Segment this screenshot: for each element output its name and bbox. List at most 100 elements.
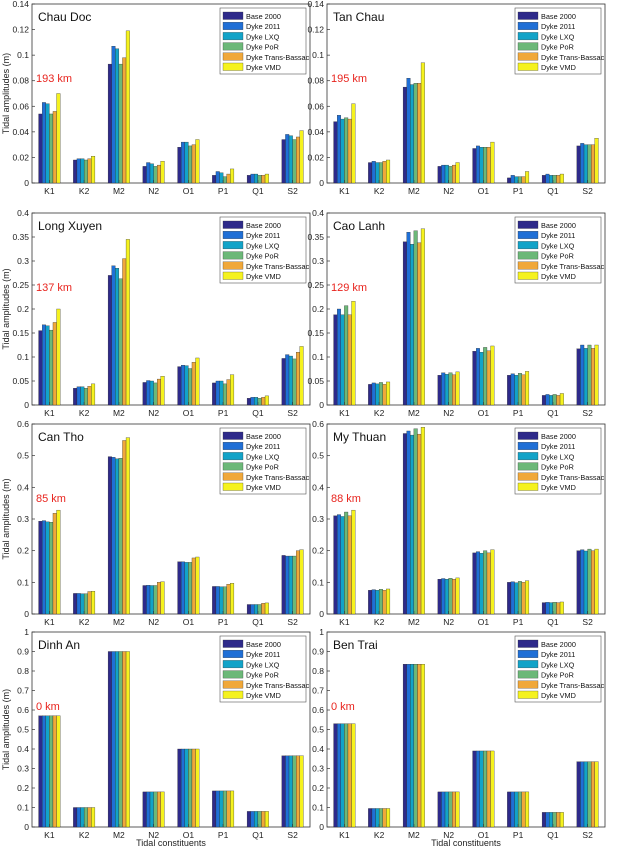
bar-dinh-an-s2-dyke-vmd	[299, 755, 304, 828]
panel-tan-chau: 0 0.02 0.04 0.06 0.08 0.1 0.12 0.14 K1 K2 M2 N2 O1 P1…	[307, 0, 606, 196]
bar-ben-trai-k1-dyke-por	[344, 723, 349, 828]
legend-label-dyke-lxq: Dyke LXQ	[541, 241, 575, 250]
bar-chau-doc-n2-dyke-vmd	[160, 161, 165, 184]
y-tick-label: 0.3	[17, 764, 29, 774]
bar-ben-trai-p1-dyke-por	[517, 791, 522, 828]
legend-label-dyke-vmd: Dyke VMD	[541, 272, 576, 281]
x-tick-label: O1	[478, 408, 490, 418]
y-tick-label: 0.25	[307, 280, 324, 290]
bar-can-tho-p1-dyke-2011	[215, 586, 220, 615]
bar-can-tho-k1-dyke-por	[49, 522, 54, 615]
legend-label-dyke-por: Dyke PoR	[541, 252, 574, 261]
bar-cao-lanh-m2-dyke-lxq	[410, 244, 415, 406]
bar-can-tho-o1-dyke-por	[188, 562, 193, 615]
y-tick-label: 0.12	[307, 25, 324, 35]
bar-chau-doc-p1-dyke-2011	[215, 171, 220, 184]
bar-long-xuyen-s2-dyke-lxq	[288, 355, 293, 406]
bar-dinh-an-k1-dyke-por	[49, 715, 54, 828]
bar-ben-trai-n2-dyke-vmd	[455, 791, 460, 828]
bar-chau-doc-q1-dyke-vmd	[264, 173, 269, 184]
bar-dinh-an-n2-dyke-lxq	[149, 791, 154, 828]
bar-long-xuyen-p1-dyke-lxq	[219, 380, 224, 406]
y-tick-label: 0.3	[312, 256, 324, 266]
bar-long-xuyen-k2-dyke-vmd	[91, 383, 96, 406]
bar-long-xuyen-n2-dyke-vmd	[160, 376, 165, 406]
bar-ben-trai-k1-dyke-trans-bassac	[347, 723, 352, 828]
y-tick-label: 0.9	[17, 647, 29, 657]
bar-my-thuan-k2-dyke-lxq	[375, 590, 380, 615]
bar-tan-chau-s2-dyke-2011	[580, 143, 585, 184]
legend-swatch-dyke-por	[517, 251, 539, 260]
legend-label-dyke-lxq: Dyke LXQ	[246, 241, 280, 250]
bar-chau-doc-k2-base-2000	[73, 159, 78, 184]
y-tick-label: 0.05	[307, 376, 324, 386]
bar-can-tho-m2-dyke-trans-bassac	[122, 440, 127, 615]
legend-label-dyke-trans-bassac: Dyke Trans-Bassac	[541, 681, 605, 690]
bar-my-thuan-p1-dyke-vmd	[525, 580, 530, 615]
bar-cao-lanh-o1-dyke-lxq	[479, 352, 484, 406]
legend-label-base-2000: Base 2000	[541, 432, 576, 441]
bar-can-tho-o1-dyke-vmd	[195, 556, 200, 615]
bar-my-thuan-p1-dyke-trans-bassac	[521, 582, 526, 615]
bar-ben-trai-q1-dyke-por	[552, 812, 557, 828]
bar-dinh-an-p1-dyke-por	[222, 790, 227, 828]
bar-long-xuyen-k2-dyke-2011	[76, 386, 81, 406]
bar-chau-doc-s2-dyke-trans-bassac	[296, 136, 300, 184]
bar-chau-doc-m2-dyke-trans-bassac	[122, 57, 127, 184]
bar-can-tho-p1-dyke-lxq	[219, 586, 224, 615]
x-tick-label: K1	[44, 617, 55, 627]
bar-cao-lanh-n2-dyke-por	[448, 372, 453, 406]
bar-dinh-an-o1-base-2000	[177, 748, 182, 828]
bar-dinh-an-n2-base-2000	[142, 791, 147, 828]
bar-long-xuyen-k1-dyke-trans-bassac	[52, 322, 57, 406]
bar-long-xuyen-m2-dyke-lxq	[115, 268, 120, 406]
y-tick-label: 0.14	[12, 0, 29, 9]
bar-ben-trai-o1-dyke-por	[483, 750, 488, 828]
station-title: Can Tho	[38, 430, 84, 444]
legend-label-dyke-2011: Dyke 2011	[541, 22, 575, 31]
legend-label-dyke-2011: Dyke 2011	[541, 231, 575, 240]
bar-long-xuyen-k2-base-2000	[73, 388, 78, 406]
distance-label: 137 km	[36, 282, 72, 294]
bar-can-tho-n2-dyke-lxq	[149, 585, 154, 615]
bar-my-thuan-k1-dyke-lxq	[340, 516, 345, 615]
bar-chau-doc-k2-dyke-lxq	[80, 158, 85, 184]
bar-chau-doc-m2-dyke-vmd	[125, 30, 130, 184]
x-tick-label: O1	[478, 617, 490, 627]
bar-chau-doc-k1-base-2000	[38, 113, 43, 184]
bar-long-xuyen-n2-dyke-por	[153, 382, 158, 406]
x-tick-label: P1	[513, 408, 524, 418]
bar-tan-chau-s2-base-2000	[576, 145, 581, 184]
legend-label-dyke-lxq: Dyke LXQ	[541, 452, 575, 461]
bar-ben-trai-k2-dyke-lxq	[375, 808, 380, 828]
bar-long-xuyen-k1-dyke-2011	[42, 324, 46, 406]
bar-cao-lanh-k2-dyke-trans-bassac	[382, 384, 387, 406]
y-tick-label: 0.08	[12, 76, 29, 86]
bar-my-thuan-o1-dyke-vmd	[490, 549, 495, 615]
bar-can-tho-k2-dyke-por	[83, 593, 88, 615]
bar-dinh-an-k2-base-2000	[73, 807, 78, 828]
legend-label-dyke-por: Dyke PoR	[541, 463, 574, 472]
bar-long-xuyen-k1-dyke-vmd	[56, 308, 61, 406]
bar-dinh-an-s2-dyke-2011	[285, 755, 290, 828]
bar-dinh-an-k1-dyke-lxq	[45, 715, 50, 828]
bar-ben-trai-m2-dyke-lxq	[410, 664, 415, 828]
bar-dinh-an-n2-dyke-por	[153, 791, 158, 828]
x-tick-label: N2	[148, 186, 159, 196]
legend-swatch-dyke-lxq	[222, 32, 244, 41]
bar-ben-trai-p1-dyke-trans-bassac	[521, 791, 526, 828]
bar-tan-chau-p1-dyke-vmd	[525, 171, 530, 184]
panel-cao-lanh: 0 0.05 0.1 0.15 0.2 0.25 0.3 0.35 0.4 K1 K2 M2 N2 O1 P…	[307, 208, 606, 418]
bar-tan-chau-k2-dyke-por	[378, 162, 383, 184]
legend-swatch-base-2000	[222, 639, 244, 648]
bar-tan-chau-o1-dyke-vmd	[490, 141, 495, 184]
bar-ben-trai-q1-base-2000	[541, 812, 546, 828]
x-tick-label: P1	[513, 617, 524, 627]
bar-cao-lanh-s2-dyke-por	[587, 344, 592, 406]
bar-tan-chau-n2-base-2000	[437, 166, 442, 184]
y-tick-label: 0.1	[17, 803, 29, 813]
bar-chau-doc-k1-dyke-trans-bassac	[52, 111, 57, 184]
bar-cao-lanh-q1-base-2000	[541, 395, 546, 406]
legend-swatch-base-2000	[517, 11, 539, 20]
bar-can-tho-o1-base-2000	[177, 561, 182, 615]
